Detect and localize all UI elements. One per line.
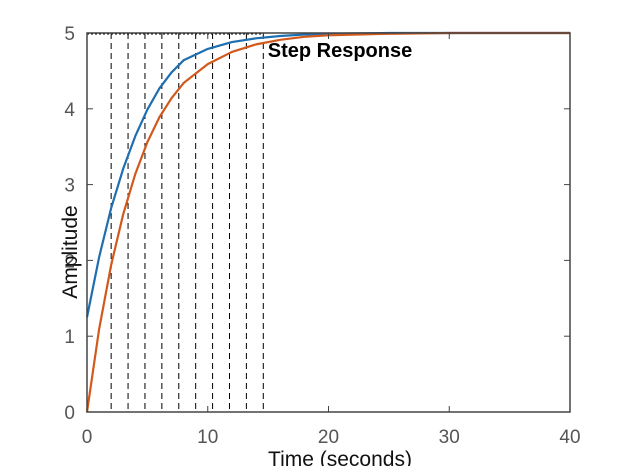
y-tick-label-2: 2 xyxy=(64,251,75,272)
x-tick-label-3: 30 xyxy=(439,427,460,448)
x-tick-label-1: 10 xyxy=(197,427,218,448)
dashed-markers xyxy=(87,33,264,412)
y-tick-label-3: 3 xyxy=(64,176,75,197)
y-axis-label: Amplitude xyxy=(59,205,82,298)
x-axis-label: Time (seconds) xyxy=(268,448,412,466)
series-line-1 xyxy=(85,31,570,413)
x-tick-label-0: 0 xyxy=(82,427,93,448)
y-tick-label-4: 4 xyxy=(64,100,75,121)
y-tick-label-0: 0 xyxy=(64,403,75,424)
x-tick-label-4: 40 xyxy=(559,427,580,448)
plot-area xyxy=(87,33,570,412)
x-tick-label-2: 20 xyxy=(318,427,339,448)
y-tick-label-1: 1 xyxy=(64,327,75,348)
y-tick-label-5: 5 xyxy=(64,24,75,45)
axis-ticks: 0 10 20 30 40 0 1 2 3 4 5 xyxy=(64,24,580,448)
chart-title: Step Response xyxy=(268,40,412,62)
